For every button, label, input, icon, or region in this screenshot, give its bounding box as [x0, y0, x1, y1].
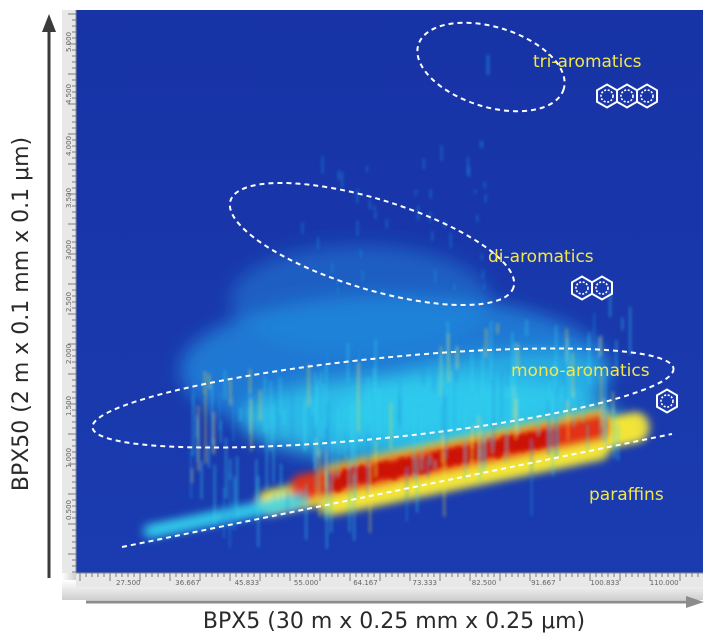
x-tick-label: 110.000	[650, 579, 679, 587]
tri-aromatics-label: tri-aromatics	[533, 52, 642, 72]
paraffins-label: paraffins	[589, 485, 664, 505]
y-tick-labels: 0.500 1.000 1.500 2.000 2.500 3.000 3.500 4.000…	[65, 32, 73, 520]
y-tick-label: 0.500	[65, 500, 73, 520]
heatmap-signal	[142, 55, 650, 549]
y-axis-title: BPX50 (2 m x 0.1 mm x 0.1 μm)	[9, 137, 34, 491]
x-tick-label: 100.833	[590, 579, 619, 587]
x-tick-label: 73.333	[413, 579, 438, 587]
x-tick-label: 55.000	[294, 579, 319, 587]
mono-aromatics-region	[91, 347, 675, 449]
y-tick-label: 2.500	[65, 292, 73, 312]
x-axis-title: BPX5 (30 m x 0.25 mm x 0.25 μm)	[203, 609, 585, 634]
x-tick-labels: 27.500 36.667 45.833 55.000 64.167 73.333 82.5…	[116, 579, 679, 587]
y-tick-label: 5.000	[65, 32, 73, 52]
benzene-ring-icon	[656, 388, 678, 414]
y-tick-label: 3.000	[65, 240, 73, 260]
x-tick-label: 91.667	[531, 579, 556, 587]
x-tick-label: 64.167	[353, 579, 378, 587]
y-tick-label: 4.500	[65, 84, 73, 104]
y-tick-label: 3.500	[65, 188, 73, 208]
x-axis-ruler	[76, 572, 703, 587]
mono-aromatics-label: mono-aromatics	[511, 361, 650, 381]
y-tick-label: 1.000	[65, 448, 73, 468]
x-tick-label: 36.667	[175, 579, 200, 587]
y-tick-label: 4.000	[65, 136, 73, 156]
x-tick-label: 27.500	[116, 579, 141, 587]
x-tick-label: 82.500	[472, 579, 497, 587]
paraffin-trend-line	[121, 433, 673, 548]
y-tick-label: 1.500	[65, 396, 73, 416]
benzene-ring-icon	[636, 83, 658, 109]
x-tick-label: 45.833	[235, 579, 260, 587]
di-aromatics-label: di-aromatics	[488, 247, 594, 267]
benzene-ring-icon	[591, 275, 613, 301]
y-axis-ruler	[62, 10, 77, 573]
y-tick-label: 2.000	[65, 344, 73, 364]
di-aromatics-region	[228, 181, 516, 307]
tri-aromatics-region	[416, 21, 566, 113]
x-axis-arrow	[86, 596, 704, 608]
y-axis-arrow	[42, 14, 56, 578]
